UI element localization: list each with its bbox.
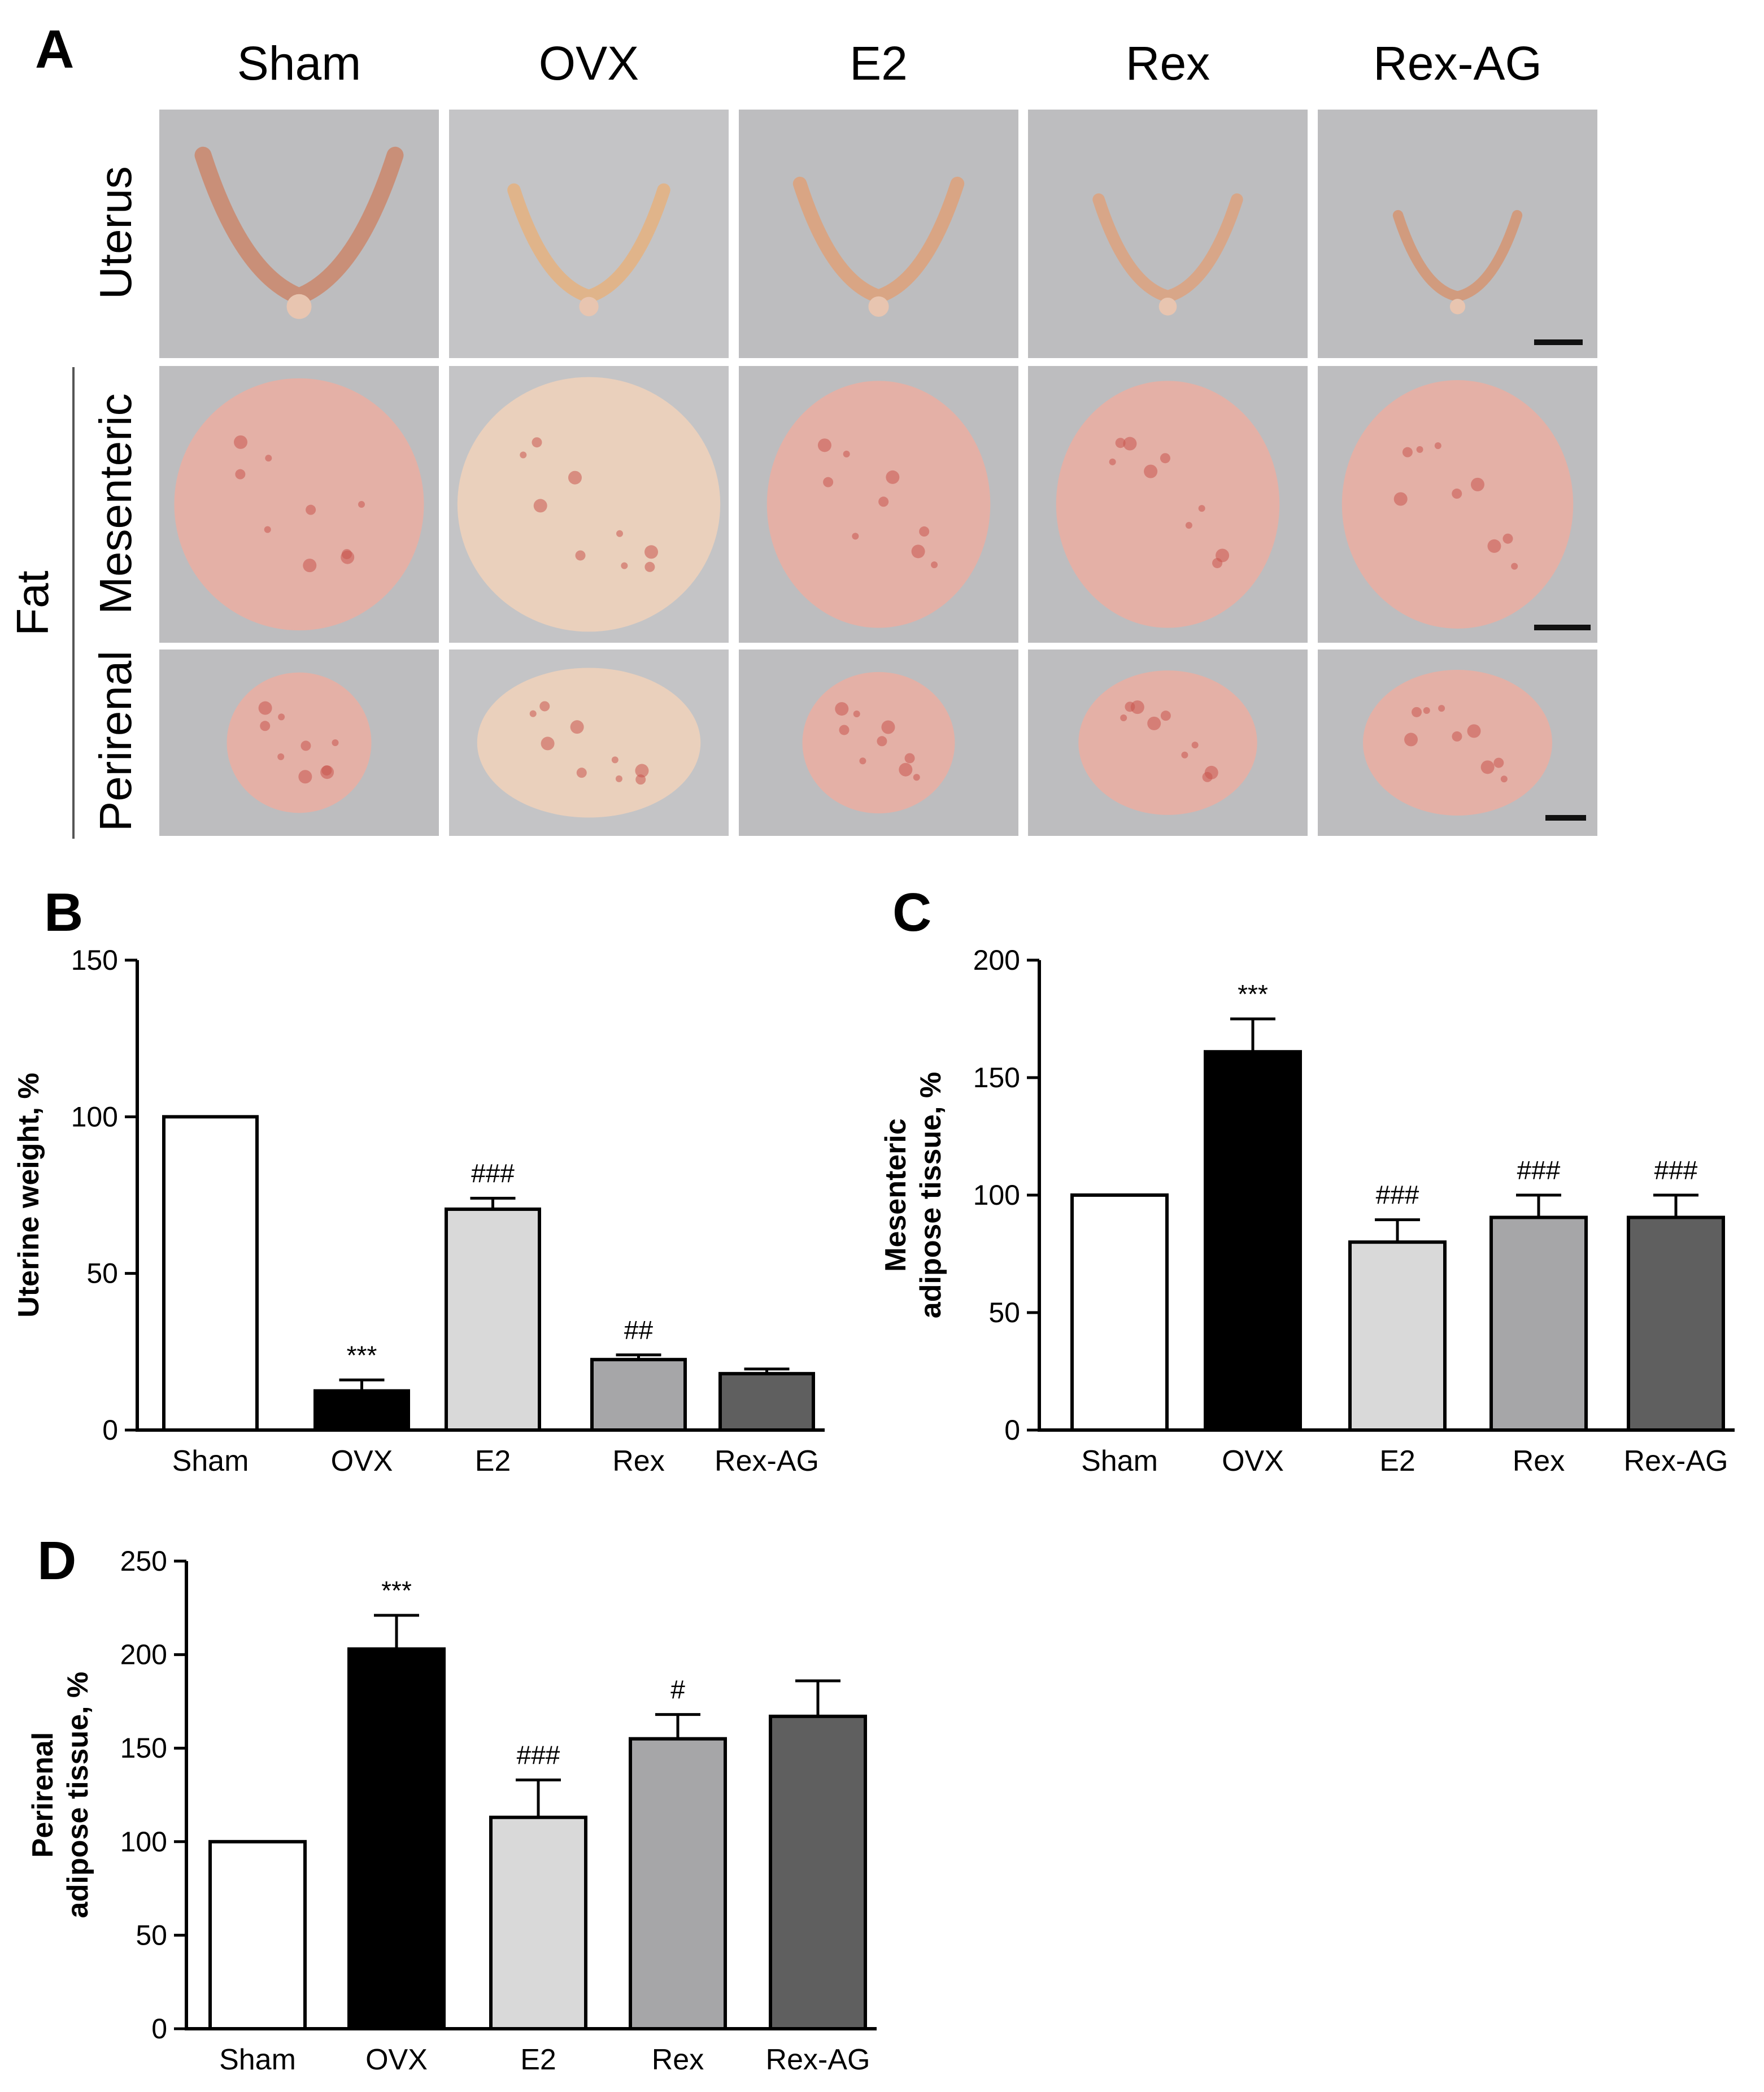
panel-letter-c: C	[892, 882, 932, 943]
chart-c-annotation-1: ***	[1238, 979, 1268, 1009]
panel-letter-a: A	[35, 19, 75, 80]
chart-b-category-0: Sham	[172, 1445, 249, 1478]
chart-d-annotation-1: ***	[381, 1576, 412, 1605]
panel-letter-d: D	[37, 1531, 77, 1591]
chart-c-y-label-1: adipose tissue, %	[914, 1072, 947, 1318]
chart-b-category-1: OVX	[331, 1445, 393, 1478]
chart-d-tick-label-1: 50	[136, 1919, 167, 1951]
chart-d-tick-label-5: 250	[120, 1545, 167, 1577]
fat-bracket-line	[72, 367, 75, 839]
chart-d-category-3: Rex	[652, 2043, 704, 2076]
chart-c-category-1: OVX	[1222, 1445, 1284, 1478]
chart-b-annotation-1: ***	[347, 1340, 377, 1370]
chart-d-category-0: Sham	[219, 2043, 296, 2076]
panel-letter-b: B	[44, 882, 84, 943]
photo-mesenteric-rex-ag	[1318, 366, 1597, 643]
chart-c-bar-3	[1489, 1215, 1588, 1432]
chart-b-category-4: Rex-AG	[715, 1445, 819, 1478]
chart-c-tick-label-3: 150	[973, 1062, 1020, 1093]
chart-c-tick-label-1: 50	[988, 1297, 1020, 1328]
chart-b-group: 0 50 100 150 Sham OVX *** E2 ### Rex ## Rex-AG Uteri…	[12, 944, 825, 1478]
column-label-ovx: OVX	[538, 37, 639, 90]
photo-perirenal-sham	[159, 650, 439, 836]
column-label-e2: E2	[850, 37, 908, 90]
chart-b-category-2: E2	[475, 1445, 511, 1478]
chart-b-bar-2	[445, 1207, 541, 1432]
column-label-rex-ag: Rex-AG	[1373, 37, 1542, 90]
chart-d-annotation-3: #	[670, 1675, 685, 1705]
chart-d-bar-2	[489, 1815, 587, 2030]
chart-c-group: 0 50 100 150 200 Sham OVX *** E2 ### Rex ### Rex-AG #…	[879, 944, 1735, 1478]
chart-c-bar-2	[1348, 1240, 1447, 1432]
chart-c-category-4: Rex-AG	[1624, 1445, 1728, 1478]
photo-uterus-rex-ag	[1318, 110, 1597, 358]
chart-d-bar-3	[629, 1737, 727, 2030]
photo-perirenal-e2	[739, 650, 1018, 836]
chart-d-bar-4	[769, 1714, 867, 2030]
column-label-rex: Rex	[1125, 37, 1210, 90]
scale-bar-uterus	[1534, 339, 1583, 345]
chart-d-group: 0 50 100 150 200 250 Sham OVX *** E2 ### Rex # Rex-AG…	[27, 1545, 877, 2076]
chart-c-bar-4	[1627, 1215, 1725, 1432]
chart-d-tick-label-4: 200	[120, 1639, 167, 1671]
photo-perirenal-ovx	[449, 650, 729, 836]
chart-d-annotation-2: ###	[517, 1741, 560, 1770]
photo-mesenteric-ovx	[449, 366, 729, 643]
chart-d-category-1: OVX	[365, 2043, 428, 2076]
chart-c-tick-label-4: 200	[973, 944, 1020, 976]
chart-d-y-label-1: adipose tissue, %	[62, 1672, 94, 1918]
chart-c-category-0: Sham	[1081, 1445, 1158, 1478]
chart-d-tick-label-0: 0	[151, 2013, 167, 2045]
photo-uterus-e2	[739, 110, 1018, 358]
chart-d-y-label-0: Perirenal	[27, 1732, 59, 1858]
photo-perirenal-rex	[1028, 650, 1308, 836]
photo-mesenteric-sham	[159, 366, 439, 643]
chart-c-annotation-4: ###	[1654, 1156, 1698, 1185]
photo-mesenteric-e2	[739, 366, 1018, 643]
chart-c-category-3: Rex	[1513, 1445, 1565, 1478]
chart-b-bar-0	[162, 1115, 259, 1432]
chart-c-y-label-0: Mesenteric	[879, 1118, 912, 1272]
chart-d-category-2: E2	[520, 2043, 556, 2076]
chart-c-category-2: E2	[1379, 1445, 1415, 1478]
chart-d-tick-label-3: 150	[120, 1732, 167, 1764]
photo-uterus-rex	[1028, 110, 1308, 358]
chart-c-annotation-2: ###	[1376, 1180, 1419, 1210]
chart-b-annotation-2: ###	[471, 1159, 515, 1188]
photo-uterus-sham	[159, 110, 439, 358]
scale-bar-perirenal	[1545, 815, 1586, 821]
chart-b-tick-label-2: 100	[71, 1101, 118, 1132]
chart-b-category-3: Rex	[612, 1445, 664, 1478]
chart-b-bar-4	[718, 1372, 815, 1432]
chart-b-y-label-0: Uterine weight, %	[12, 1073, 45, 1317]
photo-perirenal-rex-ag	[1318, 650, 1597, 836]
photo-uterus-ovx	[449, 110, 729, 358]
chart-c-tick-label-0: 0	[1004, 1414, 1020, 1446]
chart-b-annotation-3: ##	[624, 1315, 654, 1345]
chart-b-bar-3	[590, 1358, 687, 1432]
chart-c-tick-label-2: 100	[973, 1179, 1020, 1211]
chart-b-tick-label-0: 0	[102, 1414, 118, 1446]
chart-d-category-4: Rex-AG	[766, 2043, 870, 2076]
photo-mesenteric-rex	[1028, 366, 1308, 643]
chart-c-annotation-3: ###	[1517, 1156, 1561, 1185]
chart-b-tick-label-1: 50	[86, 1258, 118, 1289]
chart-b-bar-1	[313, 1389, 410, 1432]
chart-b-tick-label-3: 150	[71, 944, 118, 976]
scale-bar-mesenteric	[1534, 625, 1591, 630]
column-label-sham: Sham	[237, 37, 361, 90]
chart-c-bar-0	[1070, 1193, 1169, 1432]
chart-d-bar-0	[208, 1840, 307, 2031]
chart-d-tick-label-2: 100	[120, 1826, 167, 1858]
chart-d-bar-1	[347, 1647, 446, 2031]
chart-c-bar-1	[1204, 1050, 1302, 1432]
